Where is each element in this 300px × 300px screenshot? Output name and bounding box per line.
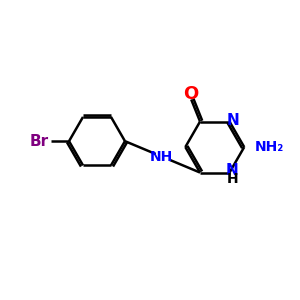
Text: O: O (184, 85, 199, 103)
Text: NH₂: NH₂ (254, 140, 284, 154)
Text: Br: Br (30, 134, 49, 149)
Text: N: N (227, 112, 239, 128)
Text: H: H (226, 172, 238, 186)
Text: NH: NH (149, 150, 173, 164)
Text: N: N (226, 163, 239, 178)
